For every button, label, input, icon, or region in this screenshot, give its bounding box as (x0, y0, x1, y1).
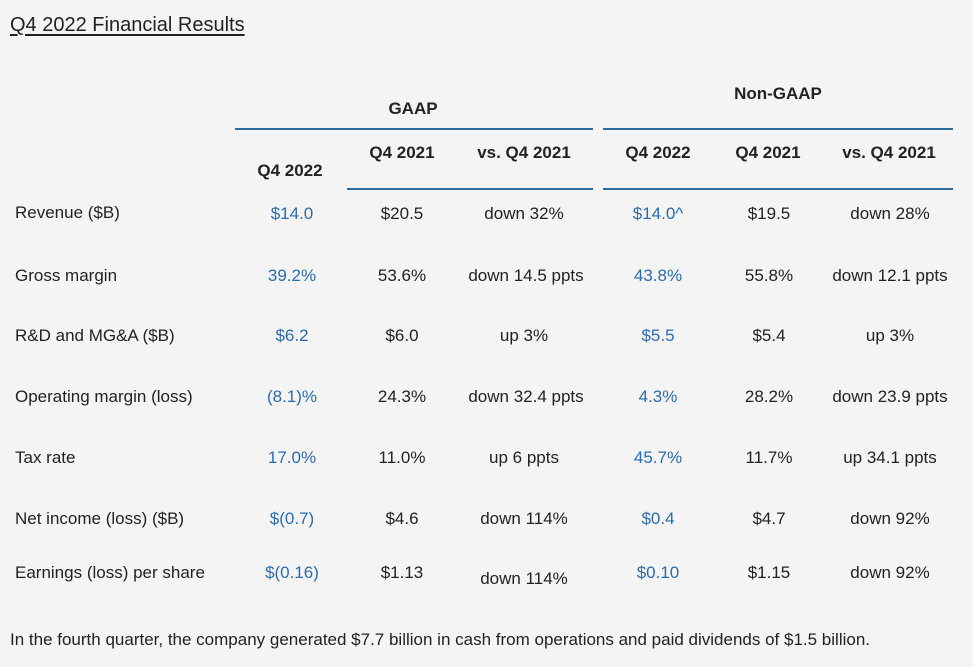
cell-eps-nongaap-q4-2022: $0.10 (636, 563, 680, 582)
header-rule-gaap (347, 188, 593, 190)
row-label-revenue: Revenue ($B) (15, 203, 120, 222)
gaap-group-rule (235, 128, 593, 130)
cell-eps-nongaap-q4-2021: $1.15 (747, 563, 791, 582)
cell-gross-margin-gaap-q4-2021: 53.6% (377, 266, 427, 285)
col-header-nongaap-q4-2021: Q4 2021 (735, 143, 801, 162)
cell-eps-gaap-q4-2022: $(0.16) (265, 563, 319, 582)
cell-revenue-nongaap-q4-2022: $14.0^ (632, 204, 684, 223)
cell-revenue-nongaap-change: down 28% (850, 204, 930, 223)
cell-net-income-nongaap-change: down 92% (850, 509, 930, 528)
cell-operating-margin-nongaap-change: down 23.9 ppts (832, 387, 948, 406)
cell-revenue-gaap-change: down 32% (484, 204, 564, 223)
col-header-nongaap-vs-q4-2021: vs. Q4 2021 (842, 143, 936, 162)
row-label-eps: Earnings (loss) per share (15, 563, 205, 582)
cell-gross-margin-gaap-q4-2022: 39.2% (267, 266, 317, 285)
cell-revenue-nongaap-q4-2021: $19.5 (747, 204, 791, 223)
page-title: Q4 2022 Financial Results (10, 14, 245, 36)
cell-rd-mga-gaap-q4-2021: $6.0 (385, 326, 419, 345)
cell-rd-mga-gaap-q4-2022: $6.2 (275, 326, 309, 345)
row-label-tax-rate: Tax rate (15, 448, 76, 467)
cell-operating-margin-gaap-q4-2022: (8.1)% (266, 387, 318, 406)
cell-tax-rate-gaap-q4-2021: 11.0% (378, 448, 426, 467)
non-gaap-group-header: Non-GAAP (734, 84, 822, 103)
cell-eps-nongaap-change: down 92% (850, 563, 930, 582)
row-label-gross-margin: Gross margin (15, 266, 118, 285)
cell-operating-margin-nongaap-q4-2022: 4.3% (638, 387, 678, 406)
row-label-net-income: Net income (loss) ($B) (15, 509, 185, 528)
cell-net-income-nongaap-q4-2021: $4.7 (752, 509, 786, 528)
col-header-gaap-vs-q4-2021: vs. Q4 2021 (477, 143, 571, 162)
col-header-gaap-q4-2021: Q4 2021 (369, 143, 435, 162)
cell-net-income-gaap-q4-2021: $4.6 (385, 509, 419, 528)
cell-net-income-gaap-change: down 114% (480, 509, 568, 528)
cell-tax-rate-nongaap-change: up 34.1 ppts (843, 448, 937, 467)
row-label-operating-margin: Operating margin (loss) (15, 387, 193, 406)
cell-gross-margin-nongaap-change: down 12.1 ppts (832, 266, 948, 285)
row-label-rd-mga: R&D and MG&A ($B) (15, 326, 175, 345)
cell-rd-mga-nongaap-change: up 3% (865, 326, 915, 345)
cell-revenue-gaap-q4-2021: $20.5 (380, 204, 424, 223)
cell-gross-margin-nongaap-q4-2022: 43.8% (633, 266, 683, 285)
cell-tax-rate-nongaap-q4-2022: 45.7% (633, 448, 683, 467)
cell-tax-rate-nongaap-q4-2021: 11.7% (745, 448, 793, 467)
cell-rd-mga-nongaap-q4-2021: $5.4 (752, 326, 786, 345)
cell-eps-gaap-change: down 114% (480, 569, 568, 588)
col-header-gaap-q4-2022: Q4 2022 (257, 161, 323, 180)
non-gaap-group-rule (603, 128, 953, 130)
gaap-group-header: GAAP (388, 99, 438, 118)
header-rule-nongaap (603, 188, 953, 190)
cell-gross-margin-nongaap-q4-2021: 55.8% (744, 266, 794, 285)
cell-operating-margin-gaap-change: down 32.4 ppts (468, 387, 584, 406)
cell-tax-rate-gaap-q4-2022: 17.0% (267, 448, 317, 467)
cell-gross-margin-gaap-change: down 14.5 ppts (468, 266, 584, 285)
col-header-nongaap-q4-2022: Q4 2022 (625, 143, 691, 162)
cell-rd-mga-gaap-change: up 3% (499, 326, 549, 345)
cell-operating-margin-nongaap-q4-2021: 28.2% (744, 387, 794, 406)
cell-eps-gaap-q4-2021: $1.13 (380, 563, 424, 582)
cell-revenue-gaap-q4-2022: $14.0 (270, 204, 314, 223)
cell-net-income-nongaap-q4-2022: $0.4 (641, 509, 675, 528)
cell-net-income-gaap-q4-2022: $(0.7) (269, 509, 315, 528)
footnote: In the fourth quarter, the company gener… (10, 630, 871, 649)
cell-operating-margin-gaap-q4-2021: 24.3% (377, 387, 427, 406)
cell-rd-mga-nongaap-q4-2022: $5.5 (641, 326, 675, 345)
cell-tax-rate-gaap-change: up 6 ppts (489, 448, 559, 467)
